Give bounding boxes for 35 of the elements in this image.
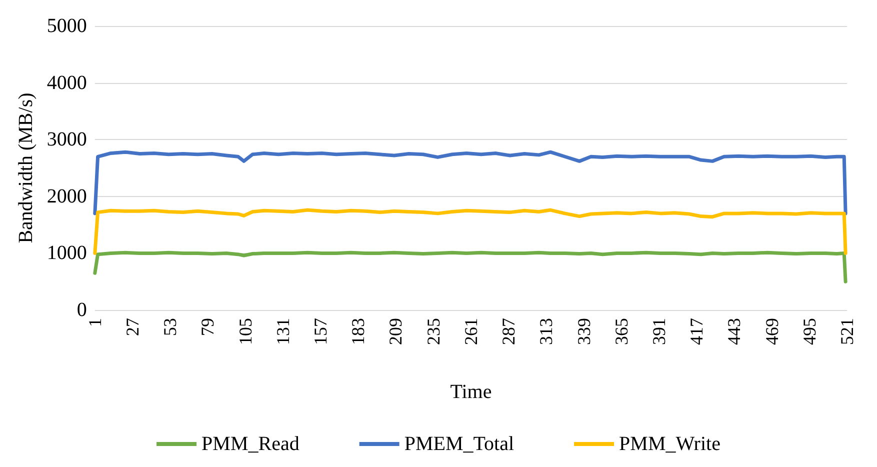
y-tick-label: 5000 [46, 15, 87, 37]
legend-label: PMEM_Total [404, 433, 514, 455]
y-tick-label: 2000 [46, 185, 87, 208]
x-tick-label: 365 [611, 318, 632, 345]
line-series [93, 208, 848, 255]
x-tick-label: 27 [122, 318, 143, 336]
line-series [93, 250, 848, 284]
x-tick-label: 313 [536, 318, 556, 345]
x-tick-label: 235 [423, 318, 444, 345]
x-tick-label: 131 [272, 318, 293, 345]
x-tick-label: 287 [498, 318, 519, 345]
y-axis-title: Bandwidth (MB/s) [15, 92, 37, 244]
x-tick-label: 1 [84, 318, 105, 327]
x-tick-label: 53 [160, 318, 180, 336]
y-tick-label: 4000 [46, 72, 87, 94]
x-tick-label: 495 [799, 318, 820, 345]
x-tick-label: 105 [235, 318, 256, 345]
x-tick-label: 209 [386, 318, 406, 345]
x-axis-title: Time [450, 381, 492, 403]
x-tick-label: 521 [837, 318, 857, 345]
y-tick-label: 3000 [46, 128, 87, 151]
legend-label: PMM_Read [202, 433, 300, 455]
y-tick-label: 0 [76, 299, 87, 321]
x-tick-label: 261 [460, 318, 481, 345]
x-tick-label: 183 [348, 318, 368, 345]
y-tick-label: 1000 [46, 242, 87, 264]
legend-label: PMM_Write [619, 433, 721, 455]
x-tick-label: 79 [198, 318, 218, 336]
x-tick-label: 391 [648, 318, 669, 345]
x-tick-label: 417 [686, 318, 707, 345]
x-tick-label: 157 [310, 318, 331, 345]
x-tick-label: 469 [762, 318, 782, 345]
x-tick-label: 443 [724, 318, 744, 345]
x-tick-label: 339 [574, 318, 594, 345]
line-series [93, 150, 848, 216]
